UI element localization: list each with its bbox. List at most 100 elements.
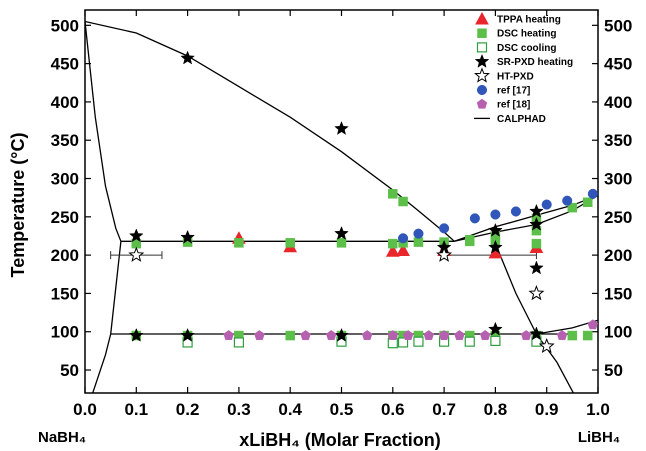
sr-pxd-heating-point [180,50,195,65]
ref-18-point [479,330,491,341]
legend-symbol [476,42,488,53]
ref-17-point [587,188,598,199]
y-axis-title: Temperature (°C) [8,133,28,278]
x-tick-label: 0.7 [432,400,456,419]
dsc-heating-point [285,330,295,341]
dsc-cooling-point [490,335,501,347]
ref-17-point [541,199,552,210]
y-tick-label-right: 150 [604,284,632,303]
legend-label: ref [18] [497,100,530,111]
ref-18-point [454,330,465,341]
ref-17-point [562,195,573,206]
ref-18-point [438,330,450,341]
ref-18-point [402,330,414,341]
ht-pxd-point [436,246,453,262]
y-axis-tick-labels-left: 50 100 150 200 250 300 350 400 450 500 [51,16,79,380]
y-tick-label: 200 [51,246,79,265]
sr-pxd-heating-point [334,121,349,135]
calphad-line [92,333,112,393]
dsc-heating-point [567,202,578,213]
ref-18-point [254,330,265,341]
x-tick-label: 0.3 [227,400,251,419]
x-tick-label: 1.0 [586,400,610,419]
ref-18-point [387,330,398,341]
ref-17-point [490,209,501,220]
dsc-heating-point [388,189,398,199]
dsc-heating-point [567,330,578,341]
ref-18-point [326,330,337,341]
dsc-heating-point [465,235,475,245]
y-tick-label: 250 [51,208,79,227]
ref-17-point [439,223,450,234]
x-tick-label: 0.2 [176,400,200,419]
y-tick-label-right: 500 [604,16,632,35]
y-tick-label-right: 200 [604,246,632,265]
legend-label: DSC cooling [497,43,556,54]
legend-label: DSC heating [497,29,556,40]
legend-label: HT-PXD [497,71,534,82]
dsc-cooling-point [233,337,244,348]
tppa-heating-point [396,243,410,257]
y-tick-label: 100 [51,323,79,342]
calphad-line [494,243,537,335]
legend-label: SR-PXD heating [497,57,573,68]
legend-symbol [476,98,488,109]
legend-label: ref [17] [497,86,530,97]
dsc-heating-point [336,238,347,248]
legend-label: CALPHAD [497,114,546,125]
sr-pxd-heating-point [180,327,195,342]
x-tick-label: 0.9 [535,400,559,419]
dsc-cooling-point [413,336,424,347]
ht-pxd-point [538,337,555,353]
y-tick-label-right: 250 [604,208,632,227]
ref-18-point [361,330,373,341]
y-tick-label-right: 300 [604,170,632,189]
dsc-cooling-point [464,336,475,347]
ref-17-point [398,233,409,244]
tppa-heating-point [385,244,400,257]
legend-symbol [473,67,491,83]
data-markers [128,50,599,353]
error-bars [110,251,537,260]
legend-label: TPPA heating [497,15,561,26]
y-tick-label: 150 [51,284,79,303]
dsc-cooling-point [387,338,398,349]
ref-18-point [520,330,532,341]
y-axis-tick-labels-right: 50 100 150 200 250 300 350 400 450 500 [604,16,632,380]
legend-symbol [475,11,489,25]
left-end-label: NaBH₄ [38,429,86,446]
ref-17-point [469,213,480,224]
y-tick-label: 450 [51,55,79,74]
sr-pxd-heating-point [128,327,144,342]
dsc-heating-point [582,197,593,208]
dsc-heating-point [234,238,244,248]
plot-frame [84,9,599,394]
ht-pxd-point [528,284,545,301]
calphad-line [85,20,455,242]
y-tick-label-right: 400 [604,93,632,112]
legend-symbol [474,53,490,68]
calphad-line [85,21,122,242]
legend: TPPA heating DSC heating DSC cooling SR-PXD… [473,11,573,125]
x-axis-title: xLiBH₄ (Molar Fraction) [239,430,441,450]
sr-pxd-heating-point [529,216,544,231]
sr-pxd-heating-point [334,226,349,240]
sr-pxd-heating-point [488,321,503,336]
sr-pxd-heating-point [529,326,544,341]
y-tick-label: 500 [51,16,79,35]
legend-symbol [476,84,488,96]
y-tick-label-right: 450 [604,55,632,74]
y-tick-label: 50 [60,361,79,380]
dsc-heating-point [531,238,542,249]
sr-pxd-heating-point [180,229,195,244]
y-tick-label-right: 350 [604,131,632,150]
y-tick-label: 400 [51,93,79,112]
right-end-label: LiBH₄ [578,429,620,446]
ref-18-point [556,330,568,341]
x-tick-label: 0.5 [330,400,354,419]
y-tick-label-right: 50 [604,361,623,380]
x-tick-label: 0.4 [278,400,302,419]
legend-symbol [477,28,487,38]
ref-18-point [300,330,311,341]
dsc-cooling-point [397,337,409,348]
